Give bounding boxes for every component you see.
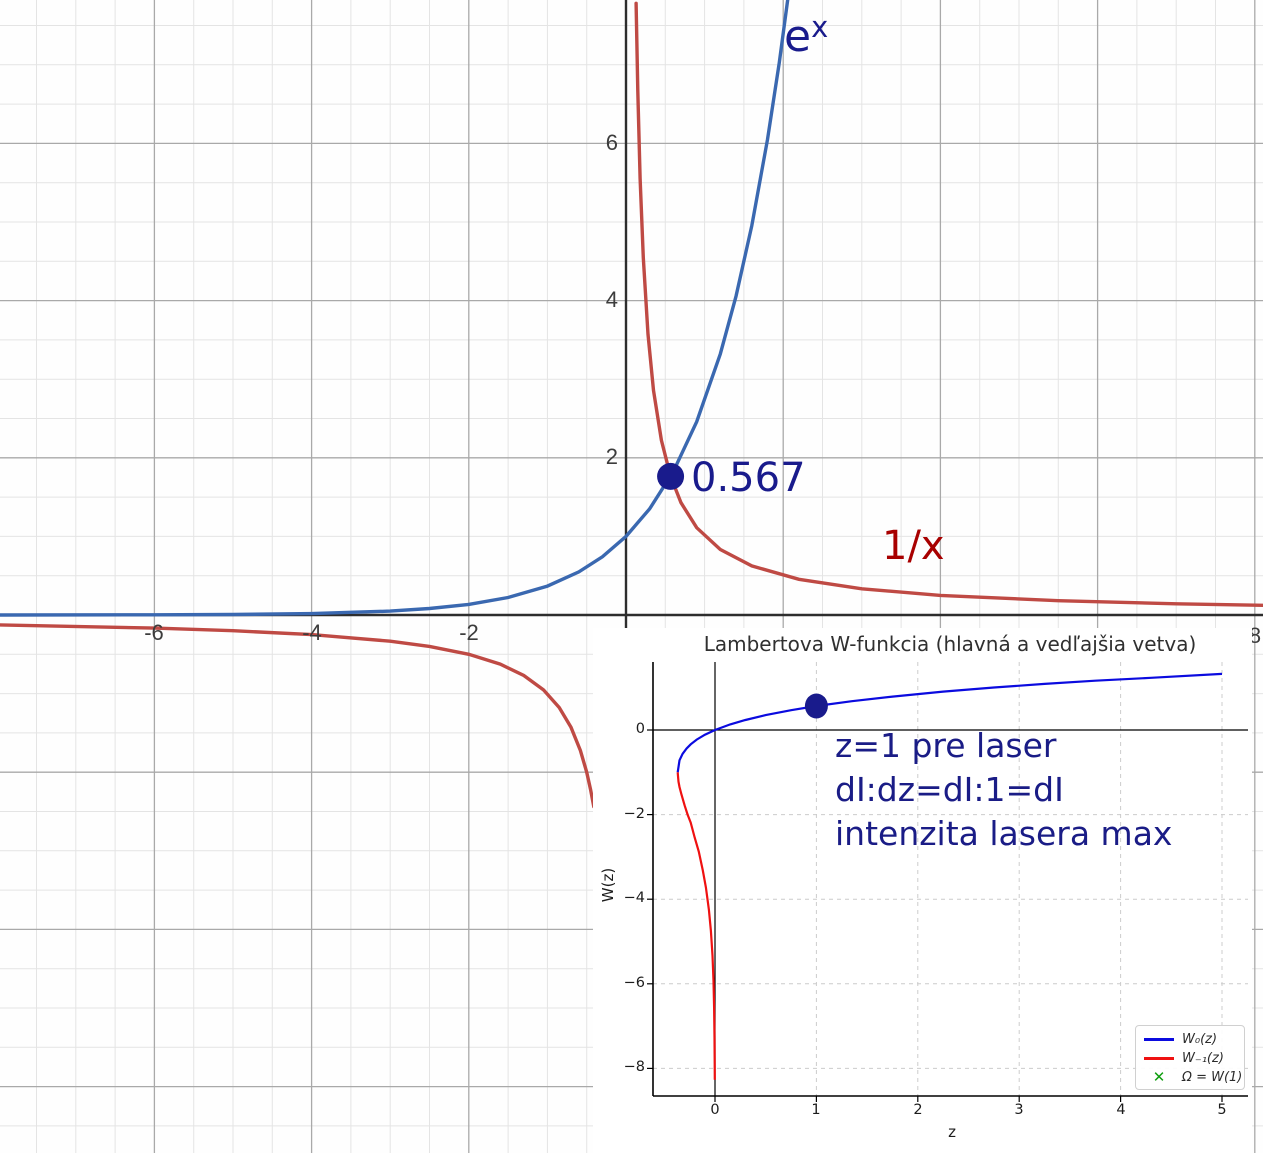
- reciprocal-curve-positive-branch[interactable]: [634, 1, 1263, 608]
- annotation-line-1: z=1 pre laser: [835, 726, 1057, 765]
- exp-curve-label[interactable]: ex: [784, 10, 829, 62]
- inset-x-tick-2: 2: [913, 1102, 923, 1118]
- y-tick-6: 6: [605, 130, 618, 155]
- legend-item-w0: W₀(z): [1144, 1030, 1236, 1049]
- legend-item-omega: ✕ Ω = W(1): [1144, 1068, 1243, 1087]
- annotation: z=1 pre laser dI:dz=dI:1=dI intenzita la…: [835, 724, 1172, 856]
- inset-x-tick-0: 0: [710, 1102, 720, 1118]
- inset-spines-and-ticks: [647, 662, 1248, 1102]
- x-tick--2: -2: [459, 620, 479, 645]
- x-tick--4: -4: [302, 620, 322, 645]
- wm1-line-sample-icon: [1144, 1057, 1174, 1060]
- exponential-curve[interactable]: [0, 0, 790, 617]
- x-tick--6: -6: [144, 620, 164, 645]
- inset-x-axis-label: z: [948, 1123, 956, 1141]
- w0-line-sample-icon: [1144, 1038, 1174, 1041]
- inset-y-axis-label: W(z): [599, 867, 617, 903]
- lambert-w-figure: Lambertova W-funkcia (hlavná a vedľajšia…: [593, 628, 1252, 1153]
- inset-y-tick-0: 0: [635, 721, 645, 737]
- inset-x-tick-3: 3: [1014, 1102, 1024, 1118]
- inset-y-tick--2: −2: [623, 806, 645, 822]
- y-tick-2: 2: [605, 444, 618, 469]
- z1-highlight-marker[interactable]: [804, 693, 828, 719]
- inset-x-tick-4: 4: [1116, 1102, 1126, 1118]
- legend-item-wm1: W₋₁(z): [1144, 1049, 1236, 1068]
- legend[interactable]: W₀(z) W₋₁(z) ✕ Ω = W(1): [1135, 1025, 1245, 1090]
- inset-grid: [653, 662, 1248, 1096]
- w0-branch-curve[interactable]: [676, 672, 1223, 773]
- annotation-line-2: dI:dz=dI:1=dI: [835, 770, 1064, 809]
- inset-y-tick--6: −6: [623, 975, 645, 991]
- y-tick-4: 4: [605, 287, 618, 312]
- reciprocal-curve-label[interactable]: 1/x: [882, 523, 945, 569]
- w-minus1-branch-curve[interactable]: [676, 772, 716, 1080]
- legend-label: Ω = W(1): [1182, 1070, 1243, 1085]
- legend-label: W₀(z): [1182, 1032, 1218, 1047]
- intersection-value-label[interactable]: 0.567: [691, 455, 806, 501]
- annotation-line-3: intenzita lasera max: [835, 814, 1173, 853]
- inset-x-tick-1: 1: [811, 1102, 821, 1118]
- reciprocal-curve-negative-branch[interactable]: [0, 623, 596, 809]
- inset-x-tick-5: 5: [1217, 1102, 1227, 1118]
- legend-label: W₋₁(z): [1182, 1051, 1224, 1066]
- inset-y-tick--4: −4: [623, 890, 645, 906]
- x-marker-icon: ✕: [1152, 1068, 1166, 1086]
- inset-chart-canvas: [647, 662, 1248, 1102]
- intersection-point-marker[interactable]: [657, 462, 685, 490]
- inset-chart-title: Lambertova W-funkcia (hlavná a vedľajšia…: [703, 632, 1197, 656]
- inset-y-tick--8: −8: [623, 1059, 645, 1075]
